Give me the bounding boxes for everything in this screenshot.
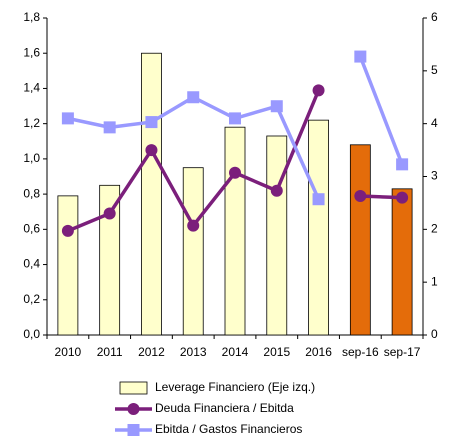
x-tick-label: 2016 (305, 345, 332, 359)
y-tick-label: 1,6 (23, 45, 40, 59)
legend-label: Ebitda / Gastos Financieros (155, 422, 302, 436)
marker (396, 191, 409, 204)
bar (349, 144, 371, 336)
x-tick-label: 2012 (138, 345, 165, 359)
bar (141, 52, 162, 336)
x-tick-label: sep-17 (384, 345, 421, 359)
legend-marker (127, 424, 140, 436)
x-tick-label: 2014 (222, 345, 249, 359)
x-tick-label: sep-16 (342, 345, 379, 359)
marker (103, 121, 116, 134)
marker (354, 190, 367, 203)
marker (270, 100, 283, 113)
marker (61, 112, 74, 125)
y2-tick-label: 1 (431, 274, 438, 288)
bar (308, 119, 329, 336)
x-tick-label: 2010 (55, 345, 82, 359)
legend-label: Deuda Financiera / Ebitda (155, 401, 294, 415)
y-tick-label: 0,8 (23, 186, 40, 200)
marker (312, 84, 325, 97)
marker (354, 50, 367, 63)
y-tick-label: 0,6 (23, 222, 40, 236)
marker (229, 166, 241, 179)
marker (270, 184, 283, 197)
y-tick-label: 1,4 (23, 81, 40, 95)
y2-tick-label: 6 (431, 10, 438, 24)
x-tick-label: 2013 (180, 345, 207, 359)
bar (99, 184, 121, 336)
y-tick-label: 0,2 (23, 292, 40, 306)
marker (61, 224, 74, 237)
y2-tick-label: 0 (431, 327, 438, 341)
y2-tick-label: 4 (431, 116, 438, 130)
y-tick-label: 0,0 (23, 327, 40, 341)
bar (224, 126, 246, 336)
y2-tick-label: 5 (431, 63, 438, 77)
marker (145, 144, 158, 157)
y2-tick-label: 3 (431, 169, 438, 183)
bar (391, 188, 413, 336)
marker (103, 207, 116, 220)
y-tick-label: 1,8 (23, 10, 40, 24)
marker (187, 219, 200, 232)
bar (57, 195, 79, 336)
bar (266, 135, 288, 336)
marker (229, 112, 241, 125)
x-tick-label: 2015 (263, 345, 290, 359)
y2-tick-label: 2 (431, 222, 438, 236)
marker (145, 116, 158, 129)
marker (396, 158, 409, 171)
legend-label: Leverage Financiero (Eje izq.) (155, 380, 315, 394)
legend-marker (127, 403, 140, 415)
x-tick-label: 2011 (97, 345, 123, 359)
marker (312, 193, 325, 206)
bar (182, 167, 204, 336)
y-tick-label: 1,0 (23, 151, 40, 165)
y-tick-label: 0,4 (23, 257, 40, 271)
legend-swatch (119, 381, 148, 395)
marker (187, 91, 200, 104)
y-tick-label: 1,2 (23, 116, 40, 130)
